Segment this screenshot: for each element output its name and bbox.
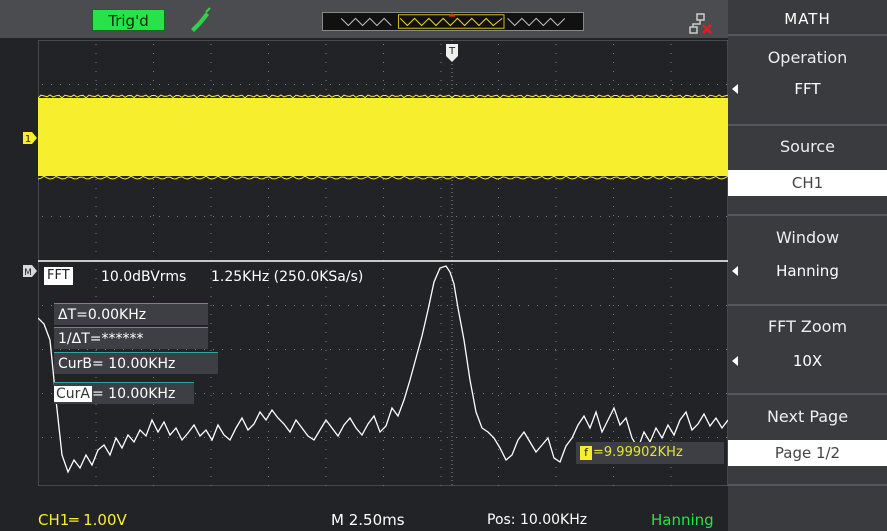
menu-divider xyxy=(728,214,887,216)
menu-item-source-value[interactable]: CH1 xyxy=(728,170,887,196)
menu-item-source-label[interactable]: Source xyxy=(780,137,835,156)
menu-left-arrow-icon xyxy=(732,356,738,366)
ch1-scale-label: CH1═ 1.00V xyxy=(38,511,127,529)
fft-tag: FFT xyxy=(44,267,73,285)
waveform-display xyxy=(38,40,728,486)
menu-item-operation-label[interactable]: Operation xyxy=(767,48,848,67)
menu-item-window-value[interactable]: Hanning xyxy=(776,262,839,280)
ch1-trace-edge xyxy=(38,94,728,99)
memory-position-strip xyxy=(322,12,584,31)
window-type-label: Hanning xyxy=(651,511,714,529)
cursor-delta-readout: ΔT=0.00KHz xyxy=(54,303,208,325)
probe-icon xyxy=(191,7,211,32)
ch1-marker-label: 1 xyxy=(25,134,31,145)
position-label: Pos: 10.00KHz xyxy=(487,512,588,528)
menu-divider xyxy=(728,304,887,306)
ch1-trace-edge xyxy=(38,175,728,180)
menu-left-arrow-icon xyxy=(732,266,738,276)
menu-item-window-label[interactable]: Window xyxy=(775,228,840,247)
cursor-a-readout: CurA = 10.00KHz xyxy=(54,382,194,404)
cursor-a-value: = 10.00KHz xyxy=(91,386,176,402)
menu-item-next-page-label[interactable]: Next Page xyxy=(766,407,849,426)
menu-item-fft-zoom-label[interactable]: FFT Zoom xyxy=(767,317,848,336)
menu-divider xyxy=(728,393,887,395)
menu-item-operation-value[interactable]: FFT xyxy=(794,80,821,98)
cursor-a-tag: CurA xyxy=(54,386,92,402)
menu-item-fft-zoom-value[interactable]: 10X xyxy=(792,352,823,370)
menu-divider xyxy=(728,124,887,126)
cursor-inverse-delta-readout: 1/ΔT=****** xyxy=(54,327,208,349)
trigger-marker-label: T xyxy=(448,46,456,57)
math-marker-label: M xyxy=(24,268,32,278)
math-channel-marker[interactable]: M xyxy=(22,264,38,278)
menu-divider xyxy=(728,34,887,36)
fft-span-label: 1.25KHz (250.0KSa/s) xyxy=(211,269,364,285)
menu-title: MATH xyxy=(784,10,831,28)
menu-left-arrow-icon xyxy=(732,84,738,94)
ch1-level-marker[interactable]: 1 xyxy=(22,131,38,145)
menu-divider xyxy=(728,484,887,486)
timebase-label: M 2.50ms xyxy=(331,511,405,529)
frequency-value: =9.99902KHz xyxy=(593,445,683,460)
trigger-position-marker[interactable]: T xyxy=(445,43,459,63)
frequency-marker-icon: f xyxy=(580,445,592,460)
bottom-status-bar xyxy=(0,500,728,531)
ch1-trace xyxy=(38,98,728,176)
cursor-b-readout: CurB= 10.00KHz xyxy=(54,352,218,374)
frequency-readout: f =9.99902KHz xyxy=(576,442,724,464)
fft-scale-label: 10.0dBVrms xyxy=(101,269,187,285)
network-disconnected-icon xyxy=(689,13,712,34)
trigger-status-badge: Trig'd xyxy=(92,9,165,31)
fft-trace xyxy=(38,265,728,474)
menu-item-next-page-value[interactable]: Page 1/2 xyxy=(728,440,887,466)
